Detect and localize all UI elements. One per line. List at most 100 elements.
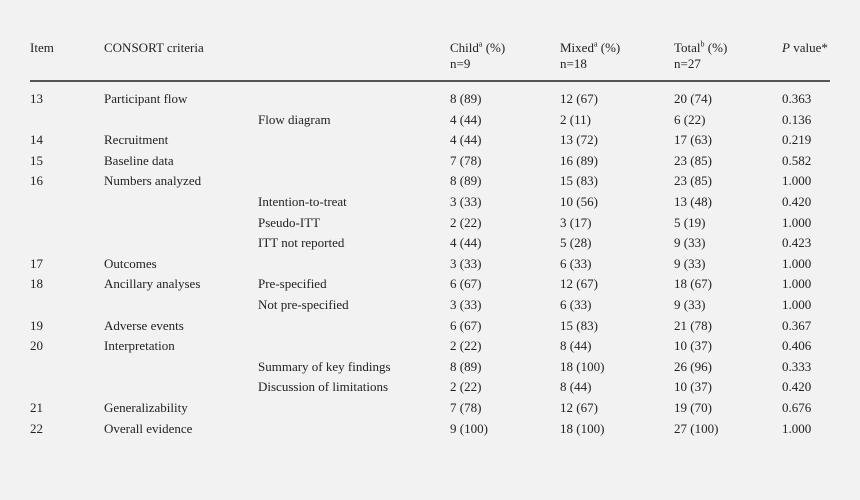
- cell-total: 9 (33): [674, 297, 706, 312]
- cell-subcriteria: Intention-to-treat: [258, 194, 347, 209]
- table-row: Pseudo-ITT 2 (22) 3 (17) 5 (19) 1.000: [0, 214, 860, 234]
- cell-subcriteria: Summary of key findings: [258, 358, 391, 374]
- cell-mixed: 12 (67): [560, 276, 598, 292]
- cell-item: 15: [30, 152, 43, 168]
- cell-mixed: 5 (28): [560, 235, 592, 251]
- header-total-pct: (%): [704, 40, 728, 55]
- cell-total: 10 (37): [674, 338, 712, 354]
- header-p-rest: value*: [789, 40, 828, 55]
- cell-p-value: 0.406: [782, 338, 812, 354]
- cell-total: 18 (67): [674, 276, 712, 292]
- cell-subcriteria: Flow diagram: [258, 111, 331, 127]
- table-row: Flow diagram 4 (44) 2 (11) 6 (22) 0.136: [0, 111, 860, 131]
- cell-item: 13: [30, 91, 43, 106]
- cell-p-value: 0.420: [782, 194, 812, 209]
- cell-p-value: 0.363: [782, 91, 812, 106]
- cell-criteria: Interpretation: [104, 338, 175, 354]
- table-row: 19 Adverse events 6 (67) 15 (83) 21 (78) 0.36…: [0, 317, 860, 337]
- cell-item: 22: [30, 420, 43, 436]
- cell-total: 27 (100): [674, 420, 719, 436]
- cell-criteria: Participant flow: [104, 91, 188, 106]
- cell-child: 2 (22): [450, 338, 482, 354]
- cell-child: 6 (67): [450, 276, 482, 292]
- cell-mixed: 2 (11): [560, 111, 591, 127]
- table-row: 18 Ancillary analyses Pre-specified 6 (67) 1…: [0, 275, 860, 295]
- cell-p-value: 0.219: [782, 132, 812, 148]
- header-total-n: n=27: [674, 56, 701, 71]
- cell-mixed: 10 (56): [560, 194, 598, 209]
- cell-total: 26 (96): [674, 358, 712, 374]
- table-row: 14 Recruitment 4 (44) 13 (72) 17 (63) 0.219: [0, 131, 860, 151]
- cell-item: 16: [30, 173, 43, 189]
- cell-child: 3 (33): [450, 194, 482, 209]
- cell-mixed: 8 (44): [560, 338, 592, 354]
- cell-child: 3 (33): [450, 297, 482, 312]
- header-child-sup: a: [478, 39, 483, 49]
- cell-p-value: 1.000: [782, 255, 812, 271]
- cell-p-value: 0.582: [782, 152, 812, 168]
- table-row: Intention-to-treat 3 (33) 10 (56) 13 (48) 0.…: [0, 193, 860, 213]
- cell-subcriteria: Discussion of limitations: [258, 379, 388, 395]
- cell-mixed: 18 (100): [560, 420, 605, 436]
- cell-child: 9 (100): [450, 420, 488, 436]
- table-row: Summary of key findings 8 (89) 18 (100) 26 …: [0, 358, 860, 378]
- cell-subcriteria: Pseudo-ITT: [258, 214, 321, 230]
- cell-criteria: Recruitment: [104, 132, 169, 148]
- cell-p-value: 1.000: [782, 276, 812, 292]
- cell-item: 21: [30, 400, 43, 415]
- cell-subcriteria: Not pre-specified: [258, 297, 349, 312]
- header-child-n: n=9: [450, 56, 471, 71]
- cell-mixed: 13 (72): [560, 132, 598, 148]
- table-row: 16 Numbers analyzed 8 (89) 15 (83) 23 (85) 1.…: [0, 172, 860, 192]
- cell-p-value: 1.000: [782, 297, 812, 312]
- table-row: 17 Outcomes 3 (33) 6 (33) 9 (33) 1.000: [0, 255, 860, 275]
- header-total: Totalb (%): [674, 40, 727, 56]
- cell-child: 8 (89): [450, 358, 482, 374]
- header-total-sup: b: [700, 39, 705, 49]
- cell-mixed: 8 (44): [560, 379, 592, 395]
- header-mixed-n: n=18: [560, 56, 587, 71]
- cell-item: 14: [30, 132, 43, 148]
- header-item: Item: [30, 40, 54, 55]
- cell-mixed: 12 (67): [560, 91, 598, 106]
- cell-criteria: Baseline data: [104, 152, 174, 168]
- header-mixed-label: Mixed: [560, 40, 594, 55]
- header-child-pct: (%): [482, 40, 506, 55]
- cell-p-value: 0.423: [782, 235, 812, 251]
- header-mixed-pct: (%): [597, 40, 621, 55]
- cell-child: 8 (89): [450, 173, 482, 189]
- cell-total: 17 (63): [674, 132, 712, 148]
- header-mixed: Mixeda (%): [560, 40, 620, 56]
- cell-total: 21 (78): [674, 317, 712, 333]
- table-row: 21 Generalizability 7 (78) 12 (67) 19 (70) 0.…: [0, 399, 860, 419]
- cell-total: 13 (48): [674, 194, 712, 209]
- cell-p-value: 1.000: [782, 214, 812, 230]
- header-rule: [30, 80, 830, 82]
- table-row: 15 Baseline data 7 (78) 16 (89) 23 (85) 0.582: [0, 152, 860, 172]
- cell-child: 2 (22): [450, 214, 482, 230]
- cell-p-value: 1.000: [782, 173, 812, 189]
- cell-item: 18: [30, 276, 43, 292]
- cell-item: 17: [30, 255, 43, 271]
- header-child-label: Child: [450, 40, 479, 55]
- cell-mixed: 18 (100): [560, 358, 605, 374]
- cell-p-value: 0.367: [782, 317, 812, 333]
- cell-total: 9 (33): [674, 255, 706, 271]
- cell-mixed: 15 (83): [560, 173, 598, 189]
- cell-p-value: 0.676: [782, 400, 812, 415]
- cell-total: 23 (85): [674, 173, 712, 189]
- cell-child: 4 (44): [450, 111, 482, 127]
- cell-mixed: 6 (33): [560, 255, 592, 271]
- header-mixed-sup: a: [593, 39, 598, 49]
- cell-total: 23 (85): [674, 152, 712, 168]
- cell-total: 5 (19): [674, 214, 706, 230]
- cell-child: 2 (22): [450, 379, 482, 395]
- cell-total: 20 (74): [674, 91, 712, 106]
- cell-child: 4 (44): [450, 235, 482, 251]
- cell-p-value: 0.420: [782, 379, 812, 395]
- cell-mixed: 6 (33): [560, 297, 592, 312]
- cell-item: 19: [30, 317, 43, 333]
- table-row: 20 Interpretation 2 (22) 8 (44) 10 (37) 0.406: [0, 337, 860, 357]
- cell-child: 8 (89): [450, 91, 482, 106]
